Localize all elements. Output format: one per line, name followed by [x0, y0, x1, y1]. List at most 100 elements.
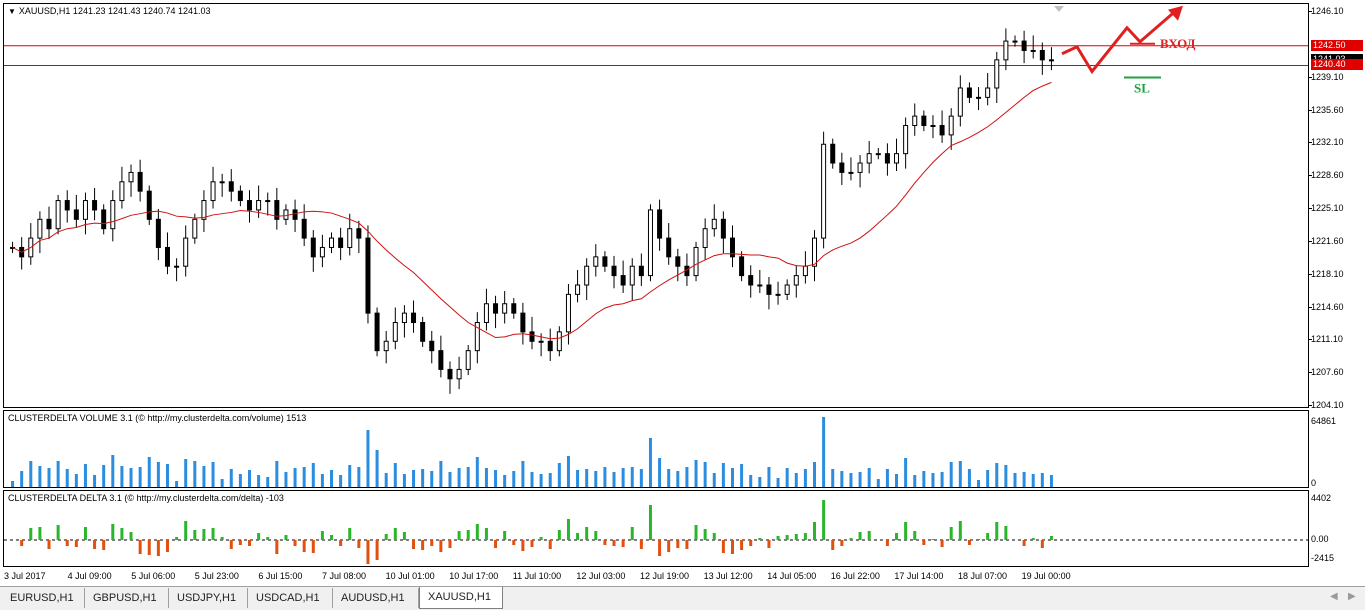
candle-body [784, 284, 790, 295]
moving-average-line [12, 81, 1052, 340]
candle-body [447, 368, 453, 380]
volume-bar [1031, 474, 1035, 487]
chart-tab-gbpusdh1[interactable]: GBPUSD,H1 [85, 588, 169, 608]
delta-bar-negative [65, 540, 69, 546]
price-tick-label: 1207.60 [1311, 367, 1344, 378]
delta-bar-negative [612, 540, 616, 546]
delta-indicator-panel[interactable]: CLUSTERDELTA DELTA 3.1 (© http://my.clus… [3, 490, 1309, 567]
candle-body [347, 228, 353, 248]
forecast-arrow [1061, 8, 1178, 75]
volume-bar [503, 475, 507, 487]
candle-body [237, 190, 243, 202]
candle-body [839, 162, 845, 173]
chevron-down-icon[interactable]: ▼ [8, 7, 16, 16]
delta-bar-negative [512, 540, 516, 545]
chart-tab-xauusdh1[interactable]: XAUUSD,H1 [419, 587, 503, 609]
candle-body [930, 125, 936, 128]
volume-bar [658, 458, 662, 487]
delta-bar-negative [685, 540, 689, 549]
volume-bar [93, 475, 97, 487]
volume-bar [648, 438, 652, 487]
delta-bar-negative [20, 540, 24, 546]
candle-body [474, 322, 480, 352]
delta-bar-positive [29, 528, 33, 540]
candle-body [565, 293, 571, 333]
volume-bar [858, 472, 862, 487]
candle-body [1021, 40, 1027, 51]
delta-bar-positive [484, 528, 488, 540]
price-chart-panel[interactable]: ВХОД SL ▼ XAUUSD,H1 1241.23 1241.43 1240.7… [3, 3, 1309, 408]
candle-body [866, 153, 872, 164]
delta-bar-positive [630, 527, 634, 540]
volume-bar [11, 481, 15, 487]
candle-body [666, 237, 672, 258]
volume-bar [767, 467, 771, 487]
delta-bar-negative [767, 540, 771, 548]
candle-body [966, 87, 972, 98]
delta-bar-negative [430, 540, 434, 546]
chart-tab-eurusdh1[interactable]: EURUSD,H1 [2, 588, 85, 608]
volume-bar [730, 468, 734, 487]
delta-bar-negative [494, 540, 498, 548]
chart-tab-usdjpyh1[interactable]: USDJPY,H1 [169, 588, 248, 608]
delta-bar-positive [822, 500, 826, 540]
candle-body [119, 181, 125, 202]
delta-tick-label: -2415 [1311, 553, 1335, 563]
time-axis-label: 18 Jul 07:00 [958, 571, 1008, 581]
time-axis-label: 3 Jul 2017 [4, 571, 46, 581]
volume-indicator-panel[interactable]: CLUSTERDELTA VOLUME 3.1 (© http://my.clu… [3, 410, 1309, 488]
delta-bar-positive [986, 533, 990, 540]
candle-body [766, 284, 772, 295]
price-tick-mark [1309, 142, 1312, 144]
chevron-left-icon[interactable]: ◀ [1330, 591, 1338, 602]
candle-body [383, 340, 389, 352]
candle-body [283, 209, 289, 220]
volume-bar [904, 458, 908, 487]
price-tick-label: 1235.60 [1311, 104, 1344, 115]
time-axis-label: 10 Jul 17:00 [449, 571, 499, 581]
delta-bar-positive [648, 505, 652, 540]
candle-body [520, 312, 526, 333]
volume-bar [247, 470, 251, 487]
candle-body [101, 209, 107, 230]
volume-tick-label: 0 [1311, 478, 1317, 488]
shift-marker-icon [1054, 6, 1064, 12]
delta-bar-positive [703, 529, 707, 540]
volume-bar [402, 474, 406, 487]
volume-bar [512, 471, 516, 487]
chevron-right-icon[interactable]: ▶ [1348, 591, 1356, 602]
volume-bar [466, 467, 470, 487]
delta-bar-negative [721, 540, 725, 553]
candle-body [420, 322, 426, 342]
delta-bar-positive [466, 530, 470, 540]
candle-body [310, 237, 316, 258]
delta-bar-negative [831, 540, 835, 550]
volume-bar [740, 464, 744, 487]
time-axis-label: 12 Jul 19:00 [640, 571, 690, 581]
price-tick-label: 1239.10 [1311, 71, 1344, 82]
volume-bar [895, 474, 899, 487]
volume-bar [594, 471, 598, 487]
delta-bar-positive [557, 530, 561, 540]
volume-bar [348, 465, 352, 487]
candle-body [456, 368, 462, 380]
candle-body [338, 237, 344, 248]
volume-bar [630, 467, 634, 487]
volume-bar [320, 474, 324, 487]
delta-bar-positive [83, 527, 87, 540]
delta-bar-negative [275, 540, 279, 554]
volume-bar [813, 462, 817, 487]
delta-bar-negative [840, 540, 844, 546]
chart-tab-usdcadh1[interactable]: USDCAD,H1 [248, 588, 333, 608]
candle-body [493, 303, 499, 314]
volume-bar [566, 456, 570, 487]
delta-tick-label: 0.00 [1311, 534, 1329, 544]
chart-tab-audusdh1[interactable]: AUDUSD,H1 [333, 588, 419, 608]
time-axis-label: 14 Jul 05:00 [767, 571, 817, 581]
delta-bar-negative [521, 540, 525, 551]
price-tick-mark [1309, 175, 1312, 177]
delta-bar-positive [758, 538, 762, 540]
delta-bar-negative [1040, 540, 1044, 548]
volume-bar [676, 471, 680, 487]
candle-body [556, 331, 562, 352]
